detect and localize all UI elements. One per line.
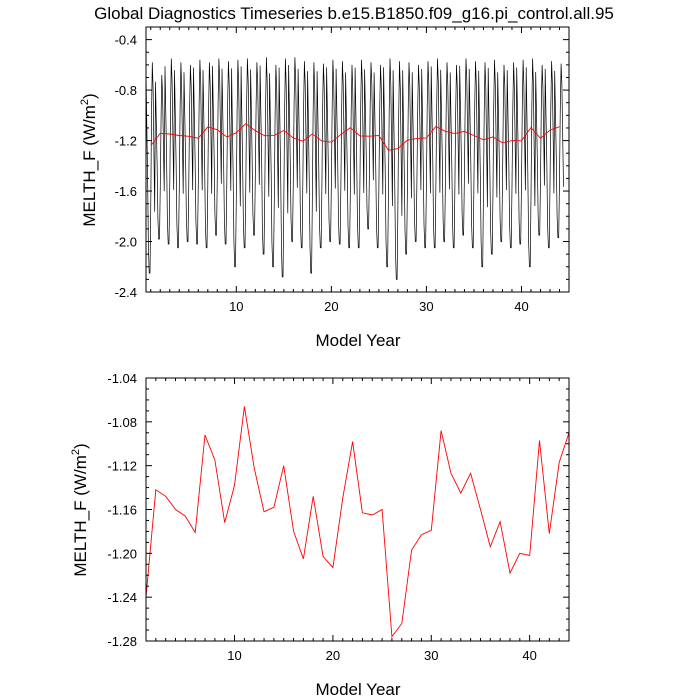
top-plot-frame — [145, 26, 570, 293]
y-tick-label: -1.6 — [115, 184, 137, 199]
bottom-x-axis-label: Model Year — [315, 680, 400, 699]
y-tick-label: -2.0 — [115, 235, 137, 250]
y-tick-label: -0.8 — [115, 83, 137, 98]
y-tick-label: -1.12 — [107, 459, 137, 474]
x-tick-label: 10 — [227, 648, 241, 663]
bottom-panel: 10 20 30 40 -1.04 -1.08 -1.12 -1.16 -1.20 -1.24 -1… — [70, 371, 570, 699]
y-tick-label: -1.24 — [107, 590, 137, 605]
y-tick-label: -2.4 — [115, 285, 137, 300]
y-tick-label: -1.08 — [107, 415, 137, 430]
x-tick-label: 10 — [229, 299, 243, 314]
top-y-axis-label: MELTH_F (W/m2) — [79, 93, 99, 226]
x-tick-label: 40 — [514, 299, 528, 314]
x-tick-label: 30 — [419, 299, 433, 314]
y-tick-label: -1.04 — [107, 371, 137, 386]
bottom-y-axis-label: MELTH_F (W/m2) — [70, 443, 90, 576]
y-tick-label: -1.16 — [107, 503, 137, 518]
monthly-series-line — [145, 57, 564, 280]
x-tick-label: 20 — [324, 299, 338, 314]
top-x-axis-label: Model Year — [315, 331, 400, 350]
y-tick-label: -1.28 — [107, 634, 137, 649]
y-tick-label: -1.20 — [107, 546, 137, 561]
x-tick-label: 20 — [326, 648, 340, 663]
annual-mean-line — [150, 123, 560, 151]
x-tick-label: 40 — [522, 648, 536, 663]
annual-series-line — [145, 406, 570, 638]
bottom-plot-frame — [145, 377, 570, 642]
figure-title: Global Diagnostics Timeseries b.e15.B185… — [94, 4, 614, 23]
top-panel: 10 20 30 40 -0.4 -0.8 -1.2 -1.6 -2.0 -2.4 Model Y… — [79, 26, 570, 350]
x-tick-label: 30 — [424, 648, 438, 663]
y-tick-label: -1.2 — [115, 134, 137, 149]
y-tick-label: -0.4 — [115, 33, 137, 48]
